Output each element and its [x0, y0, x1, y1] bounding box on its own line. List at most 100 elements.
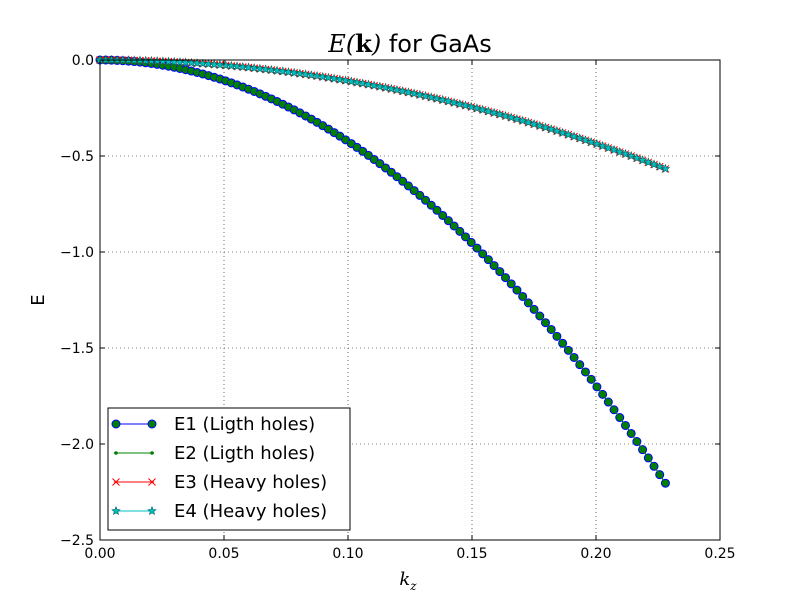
data-point — [409, 88, 419, 98]
data-point — [283, 67, 294, 77]
data-point — [309, 117, 314, 121]
data-point — [289, 67, 299, 77]
data-point — [535, 120, 545, 130]
data-point — [432, 93, 442, 103]
data-point — [318, 71, 328, 81]
data-point — [166, 64, 171, 69]
y-tick-label: −0.5 — [60, 149, 94, 165]
data-point — [263, 94, 268, 99]
data-point — [560, 341, 565, 346]
data-point — [258, 92, 262, 96]
data-point — [446, 218, 451, 223]
data-point — [378, 161, 382, 166]
legend-label: E3 (Heavy holes) — [174, 472, 327, 493]
data-point — [201, 72, 205, 76]
x-tick-label: 0.15 — [456, 546, 487, 562]
y-axis-label: E — [28, 294, 49, 305]
data-point — [452, 224, 456, 228]
legend-marker — [147, 506, 157, 516]
data-point — [617, 415, 622, 420]
data-point — [583, 370, 588, 374]
data-point — [295, 68, 305, 78]
data-point — [552, 126, 562, 136]
data-point — [475, 246, 479, 250]
y-tick-label: −1.5 — [60, 341, 94, 357]
data-point — [469, 240, 474, 245]
data-point — [629, 431, 633, 436]
data-point — [195, 70, 199, 75]
data-point — [472, 103, 482, 113]
data-point — [663, 481, 668, 485]
y-tick-label: −1.0 — [60, 245, 94, 261]
data-point — [569, 131, 579, 141]
data-point — [606, 400, 611, 404]
data-point — [660, 163, 671, 173]
data-point — [180, 57, 191, 67]
data-point — [312, 71, 322, 81]
data-point — [498, 269, 502, 274]
data-point — [266, 65, 277, 75]
data-point — [229, 81, 234, 85]
legend-entry-3: E3 (Heavy holes) — [112, 472, 327, 493]
data-point — [586, 137, 596, 147]
data-point — [657, 472, 662, 477]
data-point — [220, 60, 231, 70]
data-point — [540, 122, 551, 132]
data-point — [243, 62, 254, 72]
data-point — [386, 83, 397, 93]
data-point — [520, 294, 525, 299]
data-point — [183, 67, 188, 72]
data-point — [532, 307, 536, 312]
data-point — [415, 89, 425, 99]
data-point — [252, 89, 257, 94]
data-point — [292, 108, 296, 112]
data-point — [215, 59, 225, 69]
y-tick-label: −2.0 — [60, 437, 94, 453]
data-point — [306, 70, 317, 80]
data-point — [329, 73, 339, 83]
data-point — [458, 229, 462, 234]
legend-marker — [111, 506, 121, 516]
y-tick-label: −2.5 — [60, 533, 94, 549]
data-point — [455, 99, 465, 109]
data-point — [269, 97, 274, 101]
data-point — [161, 63, 165, 68]
data-point — [395, 174, 399, 179]
data-point — [509, 282, 514, 286]
data-point — [406, 184, 411, 188]
legend-marker — [147, 419, 157, 429]
x-tick-label: 0.05 — [208, 546, 239, 562]
data-point — [623, 423, 628, 428]
data-point — [466, 101, 476, 111]
data-point — [492, 263, 496, 268]
data-point — [300, 69, 311, 79]
data-point — [423, 198, 428, 203]
data-point — [626, 151, 636, 161]
data-point — [255, 63, 265, 73]
data-point — [426, 92, 437, 102]
data-point — [232, 61, 242, 71]
data-point — [212, 75, 217, 80]
data-point — [486, 257, 491, 262]
legend-entry-4: E4 (Heavy holes) — [111, 501, 327, 522]
data-point — [372, 157, 376, 162]
y-tick-label: 0.0 — [72, 53, 94, 69]
data-point — [275, 99, 279, 104]
legend-marker — [114, 451, 118, 455]
data-point — [646, 456, 651, 460]
data-point — [420, 91, 431, 101]
data-point — [523, 117, 534, 127]
data-point — [500, 110, 511, 120]
data-point — [338, 134, 342, 138]
data-point — [637, 155, 648, 165]
data-point — [495, 109, 505, 119]
data-point — [392, 85, 402, 95]
data-point — [503, 275, 508, 280]
legend-entry-2: E2 (Ligth holes) — [114, 443, 315, 464]
data-point — [615, 146, 625, 156]
data-point — [640, 447, 645, 452]
data-point — [246, 87, 251, 91]
x-tick-label: 0.00 — [84, 546, 115, 562]
series-4 — [95, 55, 671, 173]
